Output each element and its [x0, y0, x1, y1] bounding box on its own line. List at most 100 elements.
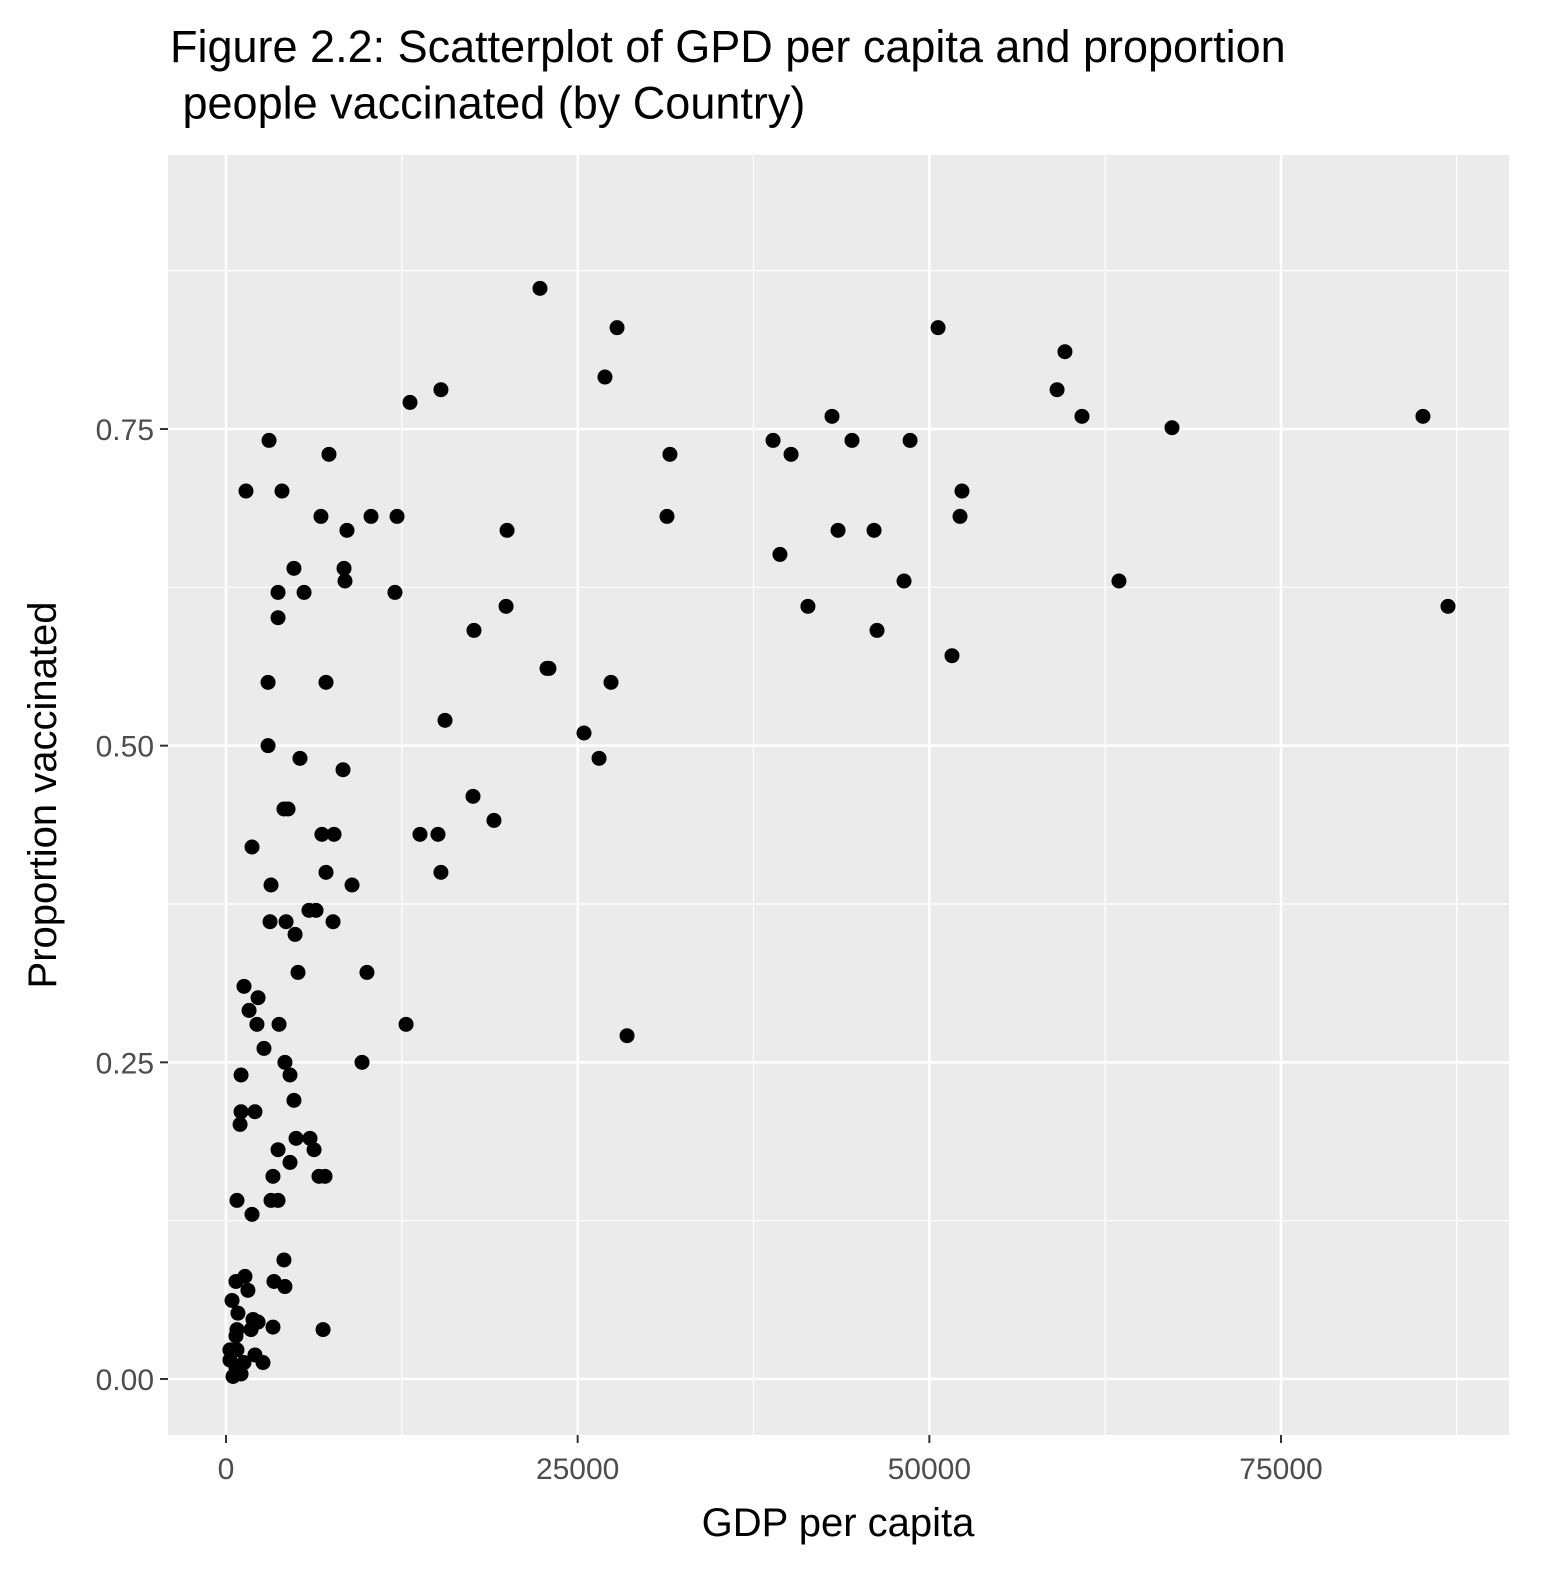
- point: [243, 1322, 259, 1338]
- y-tick-label: 0.00: [96, 1364, 154, 1397]
- point: [302, 1130, 318, 1146]
- point: [228, 1328, 244, 1344]
- point: [244, 1206, 260, 1222]
- point: [437, 712, 453, 728]
- point: [270, 1142, 286, 1158]
- point: [783, 446, 799, 462]
- point: [255, 1355, 271, 1371]
- point: [265, 1319, 281, 1335]
- point: [296, 584, 312, 600]
- point: [326, 826, 342, 842]
- point: [260, 738, 276, 754]
- point: [270, 584, 286, 600]
- point: [662, 446, 678, 462]
- point: [233, 1366, 249, 1382]
- point: [256, 1040, 272, 1056]
- point: [359, 964, 375, 980]
- point: [944, 648, 960, 664]
- point: [486, 812, 502, 828]
- point: [277, 1279, 293, 1295]
- point: [1049, 382, 1065, 398]
- point: [844, 432, 860, 448]
- point: [824, 408, 840, 424]
- y-axis-title: Proportion vaccinated: [21, 602, 65, 989]
- point: [1057, 344, 1073, 360]
- point: [286, 560, 302, 576]
- chart-title: Figure 2.2: Scatterplot of GPD per capit…: [170, 21, 1286, 128]
- point: [249, 1016, 265, 1032]
- point: [230, 1305, 246, 1321]
- point: [765, 432, 781, 448]
- point: [292, 750, 308, 766]
- point: [261, 432, 277, 448]
- point: [260, 674, 276, 690]
- point: [274, 483, 290, 499]
- point: [308, 902, 324, 918]
- point: [265, 1168, 281, 1184]
- point: [325, 914, 341, 930]
- point: [619, 1028, 635, 1044]
- point: [597, 369, 613, 385]
- y-tick-label: 0.25: [96, 1047, 154, 1080]
- point: [317, 1168, 333, 1184]
- point: [433, 864, 449, 880]
- y-tick-label: 0.50: [96, 731, 154, 764]
- point: [276, 1252, 292, 1268]
- point: [306, 1142, 322, 1158]
- point: [541, 660, 557, 676]
- point: [1111, 573, 1127, 589]
- panel: [168, 155, 1509, 1435]
- point: [902, 432, 918, 448]
- x-tick-label: 50000: [888, 1453, 971, 1486]
- point: [609, 320, 625, 336]
- point: [499, 522, 515, 538]
- point: [389, 508, 405, 524]
- point: [1164, 420, 1180, 436]
- point: [278, 914, 294, 930]
- point: [318, 864, 334, 880]
- point: [433, 382, 449, 398]
- point: [930, 320, 946, 336]
- point: [659, 508, 675, 524]
- point: [277, 1054, 293, 1070]
- x-axis-title: GDP per capita: [702, 1501, 975, 1545]
- point: [233, 1104, 249, 1120]
- point: [591, 750, 607, 766]
- point: [772, 546, 788, 562]
- point: [315, 1322, 331, 1338]
- point: [263, 877, 279, 893]
- point: [288, 1130, 304, 1146]
- x-tick-label: 75000: [1239, 1453, 1322, 1486]
- point: [412, 826, 428, 842]
- point: [354, 1054, 370, 1070]
- point: [339, 522, 355, 538]
- point: [238, 483, 254, 499]
- point: [321, 446, 337, 462]
- point: [344, 877, 360, 893]
- point: [532, 280, 548, 296]
- point: [287, 926, 303, 942]
- point: [240, 1282, 256, 1298]
- point: [237, 1268, 253, 1284]
- point: [866, 522, 882, 538]
- point: [280, 801, 296, 817]
- y-tick-label: 0.75: [96, 414, 154, 447]
- point: [466, 622, 482, 638]
- point: [800, 598, 816, 614]
- point: [869, 622, 885, 638]
- point: [241, 1002, 257, 1018]
- point: [335, 762, 351, 778]
- point: [576, 725, 592, 741]
- point: [498, 598, 514, 614]
- point: [282, 1154, 298, 1170]
- point: [402, 394, 418, 410]
- point: [603, 674, 619, 690]
- point: [244, 839, 260, 855]
- point: [229, 1192, 245, 1208]
- point: [337, 573, 353, 589]
- point: [236, 978, 252, 994]
- point: [336, 560, 352, 576]
- point: [286, 1092, 302, 1108]
- point: [271, 1016, 287, 1032]
- point: [282, 1067, 298, 1083]
